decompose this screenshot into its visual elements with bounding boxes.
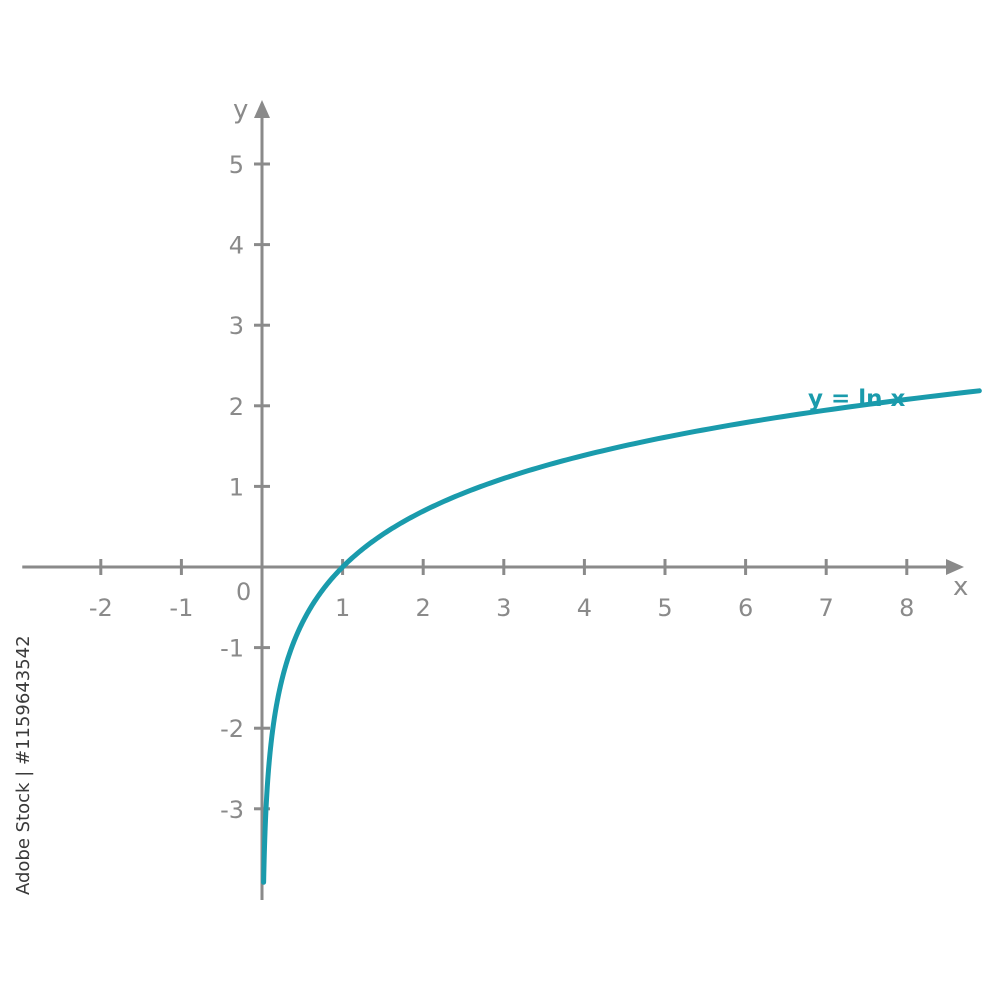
- x-tick-label: 7: [819, 594, 834, 622]
- y-tick-label: -2: [220, 715, 244, 743]
- origin-label: 0: [236, 578, 251, 606]
- y-tick-label: 5: [229, 151, 244, 179]
- ticks: -2 -1 1 2 3 4 5 6 7 8 5 4 3 2 1 -1 -2 -3: [89, 151, 915, 824]
- axes: x y 0: [22, 95, 968, 900]
- x-tick-label: 2: [416, 594, 431, 622]
- x-tick-label: 3: [496, 594, 511, 622]
- y-tick-label: -1: [220, 635, 244, 663]
- x-tick-label: 5: [657, 594, 672, 622]
- x-axis-label: x: [953, 572, 968, 602]
- y-tick-label: 1: [229, 473, 244, 501]
- y-tick-label: 3: [229, 312, 244, 340]
- series: y = ln x: [261, 386, 982, 885]
- series-line-ln: [261, 388, 982, 885]
- x-tick-label: 8: [899, 594, 914, 622]
- x-tick-label: -2: [89, 594, 113, 622]
- y-axis-label: y: [233, 95, 248, 125]
- x-tick-label: 4: [577, 594, 592, 622]
- y-axis-arrow: [254, 100, 270, 118]
- x-tick-label: 1: [335, 594, 350, 622]
- x-axis-arrow: [946, 559, 964, 575]
- series-label: y = ln x: [808, 386, 906, 412]
- stock-id-watermark: Adobe Stock | #1159643542: [13, 635, 34, 895]
- x-tick-label: 6: [738, 594, 753, 622]
- x-tick-label: -1: [169, 594, 193, 622]
- y-tick-label: -3: [220, 796, 244, 824]
- y-tick-label: 4: [229, 232, 244, 260]
- y-tick-label: 2: [229, 393, 244, 421]
